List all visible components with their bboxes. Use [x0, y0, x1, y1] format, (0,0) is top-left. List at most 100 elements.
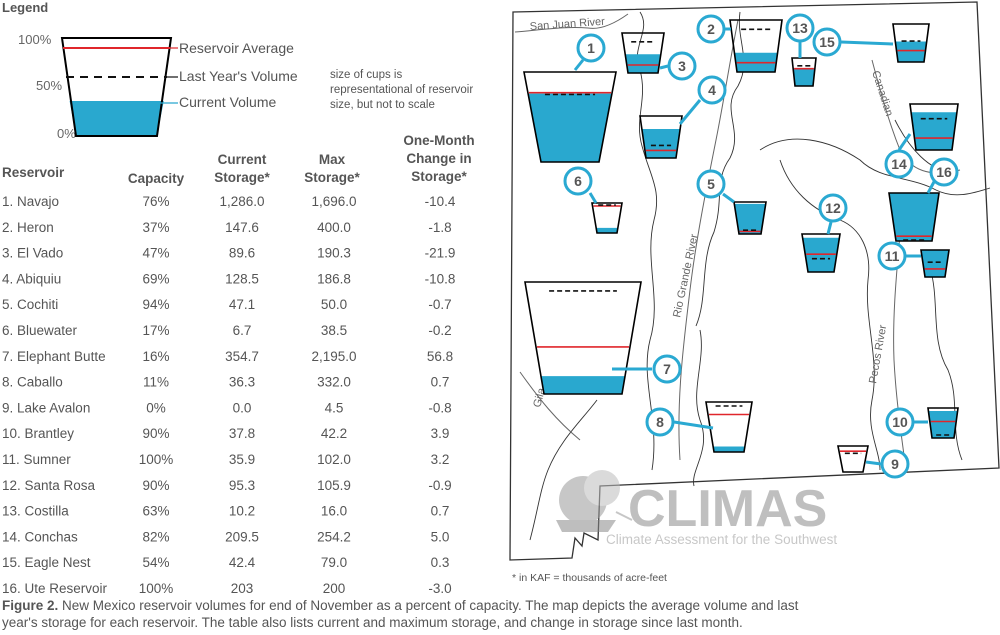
cell-reservoir: 16. Ute Reservoir	[2, 581, 108, 596]
callout-number: 7	[663, 361, 671, 377]
cell-change: -21.9	[425, 246, 456, 261]
cell-max: 4.5	[325, 400, 344, 415]
callout-number: 13	[792, 20, 808, 36]
cup-outline	[729, 19, 783, 73]
cell-current: 10.2	[229, 504, 255, 519]
legend-label-current: Current Volume	[179, 94, 276, 110]
table-row: 15. Eagle Nest 54% 42.4 79.0 0.3	[2, 555, 449, 570]
cell-reservoir: 3. El Vado	[2, 246, 63, 261]
cup-water	[596, 227, 618, 233]
legend-pct-50: 50%	[36, 78, 62, 93]
callout-circle	[645, 407, 675, 437]
cell-max: 2,195.0	[311, 349, 356, 364]
cell-change: 3.9	[431, 426, 450, 441]
cell-max: 50.0	[321, 297, 347, 312]
cell-current: 128.5	[225, 271, 259, 286]
callout-circle	[563, 166, 593, 196]
reservoir-marker-4: 4	[639, 75, 727, 159]
cup-outline	[927, 407, 959, 439]
callout-leader	[826, 221, 833, 235]
cell-change: -0.7	[428, 297, 451, 312]
cell-max: 16.0	[321, 504, 347, 519]
map: San Juan River Rio Grande River Canadian…	[509, 1, 1000, 584]
cell-max: 332.0	[317, 375, 351, 390]
table-row: 3. El Vado 47% 89.6 190.3 -21.9	[2, 246, 455, 261]
reservoir-marker-3: 3	[621, 32, 697, 81]
river-rio-grande	[678, 19, 739, 461]
cell-current: 35.9	[229, 452, 255, 467]
cell-capacity: 0%	[146, 400, 166, 415]
callout-leader	[865, 460, 882, 466]
cell-max: 400.0	[317, 220, 351, 235]
cup-outline	[801, 233, 841, 273]
table-row: 13. Costilla 63% 10.2 16.0 0.7	[2, 504, 449, 519]
callout-leader	[659, 64, 669, 70]
callout-circle	[696, 169, 726, 199]
cup-water	[928, 411, 958, 438]
header-max-2: Storage*	[304, 170, 360, 185]
cell-change: 5.0	[431, 529, 450, 544]
cup-water	[895, 41, 927, 62]
callout-circle	[818, 193, 848, 223]
cell-max: 186.8	[317, 271, 351, 286]
callout-number: 2	[707, 21, 715, 37]
legend: Legend 100% 50% 0% Reservoir Average Las…	[2, 0, 473, 141]
header-current-1: Current	[218, 152, 267, 167]
callout-circle	[576, 33, 606, 63]
state-outline	[509, 1, 1000, 561]
cell-reservoir: 11. Sumner	[2, 452, 71, 467]
cell-current: 209.5	[225, 529, 259, 544]
cell-current: 147.6	[225, 220, 259, 235]
cell-capacity: 76%	[142, 194, 169, 209]
reservoir-marker-1: 1	[523, 33, 617, 163]
cup-outline	[705, 401, 753, 453]
cell-max: 254.2	[317, 529, 351, 544]
cup-water	[921, 250, 949, 277]
cup-outline	[791, 57, 817, 87]
legend-pct-100: 100%	[18, 32, 52, 47]
reservoir-marker-16: 16	[888, 157, 959, 242]
legend-label-average: Reservoir Average	[179, 40, 294, 56]
cell-capacity: 37%	[142, 220, 169, 235]
callout-number: 8	[656, 414, 664, 430]
cup-outline	[920, 249, 950, 278]
cup-outline	[733, 201, 767, 235]
cup-water	[734, 203, 766, 234]
cell-reservoir: 6. Bluewater	[2, 323, 78, 338]
cell-current: 6.7	[233, 323, 252, 338]
callout-circle	[697, 75, 727, 105]
callout-number: 6	[574, 173, 582, 189]
cell-capacity: 47%	[142, 246, 169, 261]
river-gila	[519, 371, 581, 441]
callout-leader	[673, 420, 714, 430]
callout-number: 1	[587, 40, 595, 56]
reservoir-marker-2: 2	[696, 14, 783, 73]
cup-water	[625, 54, 661, 73]
label-san-juan-river: San Juan River	[529, 16, 605, 33]
cell-current: 42.4	[229, 555, 256, 570]
cell-capacity: 82%	[142, 529, 169, 544]
callout-circle	[929, 157, 959, 187]
logo-name: CLIMAS	[628, 480, 827, 538]
cell-capacity: 100%	[139, 452, 174, 467]
callout-leader	[722, 192, 735, 204]
header-change-3: Storage*	[411, 169, 467, 184]
callout-number: 3	[678, 58, 686, 74]
table-row: 14. Conchas 82% 209.5 254.2 5.0	[2, 529, 449, 544]
cup-water	[793, 68, 815, 86]
footnote: * in KAF = thousands of acre-feet	[512, 572, 667, 584]
cup-outline	[591, 202, 623, 234]
cup-outline	[892, 23, 930, 63]
callout-circle	[785, 13, 815, 43]
cell-change: 0.7	[431, 375, 450, 390]
callout-number: 11	[885, 248, 900, 264]
header-change-2: Change in	[406, 151, 471, 166]
cell-reservoir: 15. Eagle Nest	[2, 555, 91, 570]
table-row: 16. Ute Reservoir 100% 203 200 -3.0	[2, 581, 452, 596]
reservoir-marker-6: 6	[563, 166, 623, 234]
callout-number: 10	[892, 414, 908, 430]
reservoir-marker-9: 9	[837, 445, 910, 479]
cell-change: -1.8	[428, 220, 451, 235]
